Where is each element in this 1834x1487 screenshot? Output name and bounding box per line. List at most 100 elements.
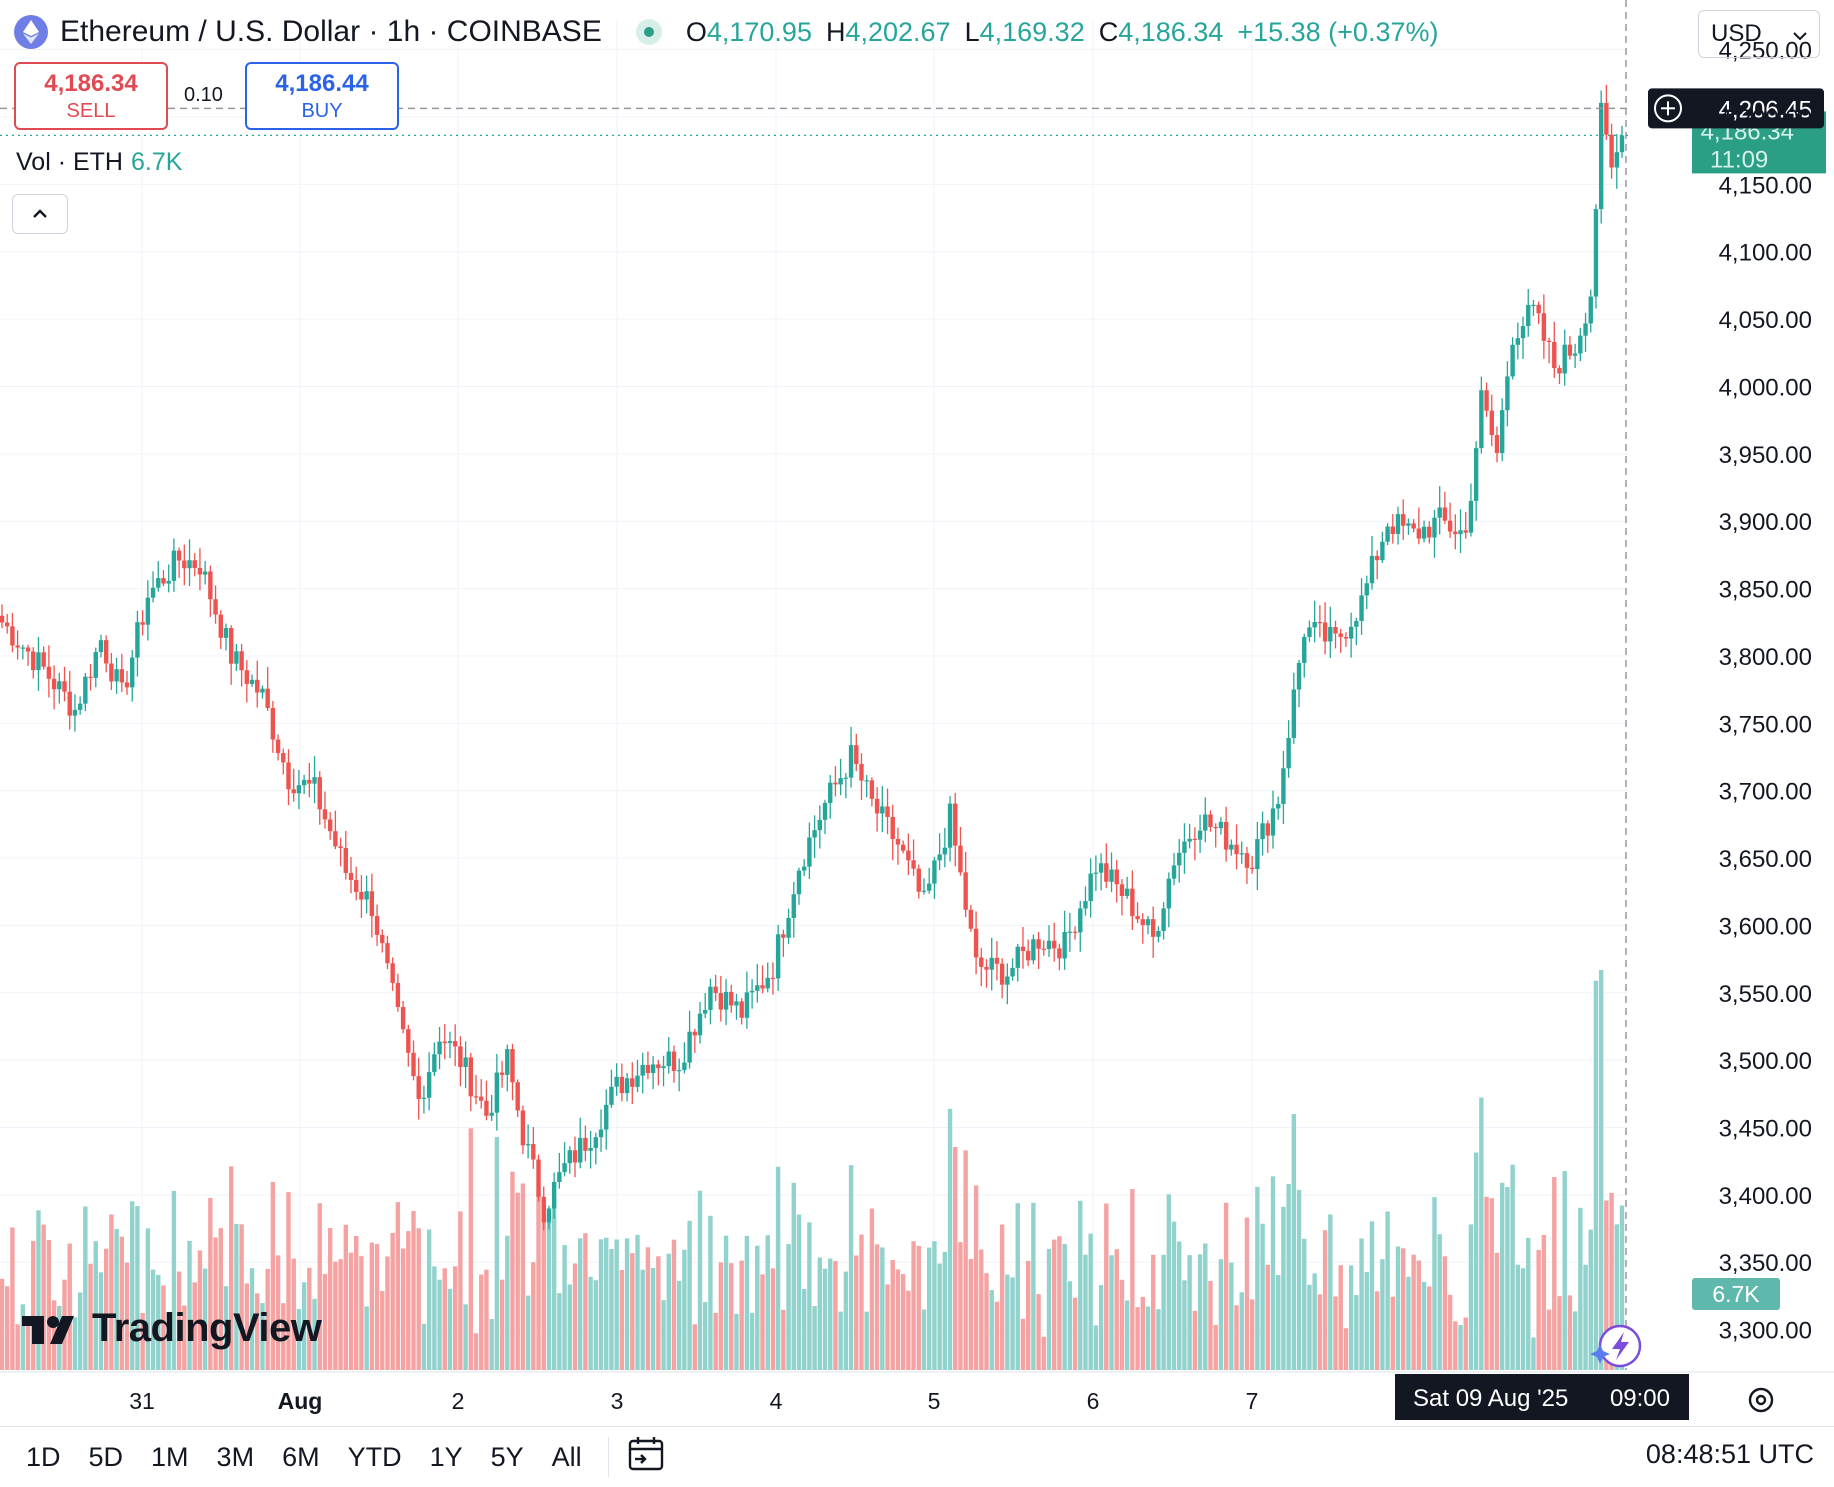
candle-body — [437, 1041, 442, 1055]
candle — [1291, 672, 1297, 744]
volume-bar — [1218, 1259, 1224, 1370]
y-tick-label: 3,850.00 — [1719, 577, 1812, 604]
volume-bar — [1062, 1244, 1067, 1370]
volume-bar — [1338, 1265, 1343, 1370]
range-6m[interactable]: 6M — [282, 1441, 320, 1472]
candle-body — [1463, 530, 1468, 533]
symbol-header[interactable]: Ethereum / U.S. Dollar · 1h · COINBASE O… — [14, 8, 1438, 56]
volume-bar — [942, 1251, 948, 1370]
go-to-date-icon[interactable] — [627, 1435, 667, 1480]
tradingview-logo[interactable]: TradingView — [22, 1306, 322, 1351]
candle-body — [452, 1041, 458, 1047]
candle — [67, 671, 72, 730]
candlesticks — [0, 84, 1625, 1231]
candle — [1395, 506, 1401, 545]
candle-body — [275, 739, 281, 754]
range-5d[interactable]: 5D — [88, 1441, 124, 1472]
settings-gear-icon[interactable] — [1748, 1387, 1774, 1413]
symbol-title[interactable]: Ethereum / U.S. Dollar · 1h · COINBASE — [60, 15, 602, 48]
candle — [317, 771, 322, 825]
volume-bar — [354, 1235, 359, 1370]
candle — [1567, 336, 1573, 360]
candle-body — [1286, 737, 1291, 769]
candle-body — [729, 991, 734, 1006]
sell-button[interactable]: 4,186.34 SELL — [14, 62, 168, 130]
volume-bar — [36, 1210, 41, 1370]
candle — [817, 805, 823, 849]
candle — [369, 873, 375, 938]
currency-selector[interactable]: USD — [1698, 10, 1820, 58]
candle-body — [1302, 636, 1307, 663]
candle — [1057, 943, 1062, 971]
candle-body — [723, 991, 729, 1010]
range-1y[interactable]: 1Y — [429, 1441, 463, 1472]
candle-body — [5, 622, 10, 627]
candle-body — [1249, 867, 1255, 870]
candle-body — [1166, 878, 1172, 909]
candle — [1255, 821, 1260, 891]
candle — [374, 904, 380, 946]
volume-bar — [760, 1274, 765, 1370]
candle-body — [666, 1051, 671, 1067]
volume-legend[interactable]: Vol · ETH 6.7K — [16, 148, 182, 177]
candle-body — [1025, 950, 1031, 961]
candle-body — [994, 957, 1000, 964]
candle-body — [1499, 410, 1505, 454]
candle — [161, 570, 166, 587]
candle-body — [520, 1110, 526, 1146]
volume-bar — [1473, 1152, 1479, 1370]
range-all[interactable]: All — [551, 1441, 582, 1472]
candle — [921, 878, 927, 895]
price-axis[interactable]: 4,250.00 4,200.00 4,150.00 4,100.00 4,050.00… — [1719, 38, 1812, 1345]
volume-legend-value: 6.7K — [130, 148, 183, 176]
volume-bar — [828, 1258, 833, 1370]
volume-bar — [645, 1247, 651, 1370]
utc-clock[interactable]: 08:48:51 UTC — [1645, 1439, 1814, 1469]
candle-body — [515, 1082, 520, 1111]
candle — [593, 1132, 599, 1165]
candle — [249, 674, 255, 687]
volume-bar — [1499, 1182, 1505, 1370]
candle-body — [197, 567, 203, 575]
candle-body — [1536, 304, 1541, 314]
candle — [1562, 329, 1567, 386]
volume-bar — [1286, 1184, 1291, 1370]
volume-bar — [150, 1269, 156, 1370]
volume-bar — [374, 1244, 380, 1370]
y-tick-label: 4,250.00 — [1719, 38, 1812, 65]
candle-body — [650, 1064, 656, 1074]
candle — [1067, 912, 1073, 952]
range-1d[interactable]: 1D — [26, 1441, 61, 1472]
candle — [484, 1080, 489, 1121]
assistant-icon[interactable] — [1590, 1324, 1642, 1368]
candle-body — [510, 1049, 515, 1083]
volume-bar — [958, 1242, 963, 1370]
candle-body — [1510, 344, 1515, 377]
candle-body — [656, 1064, 661, 1069]
candle — [1161, 902, 1166, 940]
candle — [390, 957, 395, 991]
range-ytd[interactable]: YTD — [347, 1441, 402, 1472]
candle-body — [895, 838, 901, 845]
collapse-legend-button[interactable] — [12, 194, 68, 234]
candle — [703, 992, 708, 1019]
range-1m[interactable]: 1M — [151, 1441, 189, 1472]
buy-button[interactable]: 4,186.44 BUY — [245, 62, 399, 130]
volume-bar — [1114, 1249, 1119, 1370]
volume-bar — [1135, 1307, 1140, 1370]
candle — [1187, 823, 1192, 849]
buy-label: BUY — [301, 99, 343, 122]
range-5y[interactable]: 5Y — [490, 1441, 524, 1472]
tradingview-logo-text: TradingView — [92, 1306, 322, 1350]
candle — [676, 1058, 682, 1092]
add-alert-icon[interactable] — [1654, 94, 1682, 123]
volume-bar — [484, 1269, 489, 1370]
candle — [953, 792, 958, 867]
candle-body — [364, 891, 369, 900]
volume-bar — [577, 1238, 583, 1370]
time-axis[interactable]: 31 Aug 2 3 4 5 6 7 — [129, 1388, 1258, 1414]
candle — [223, 623, 229, 651]
candle-body — [468, 1057, 474, 1097]
range-3m[interactable]: 3M — [216, 1441, 255, 1472]
